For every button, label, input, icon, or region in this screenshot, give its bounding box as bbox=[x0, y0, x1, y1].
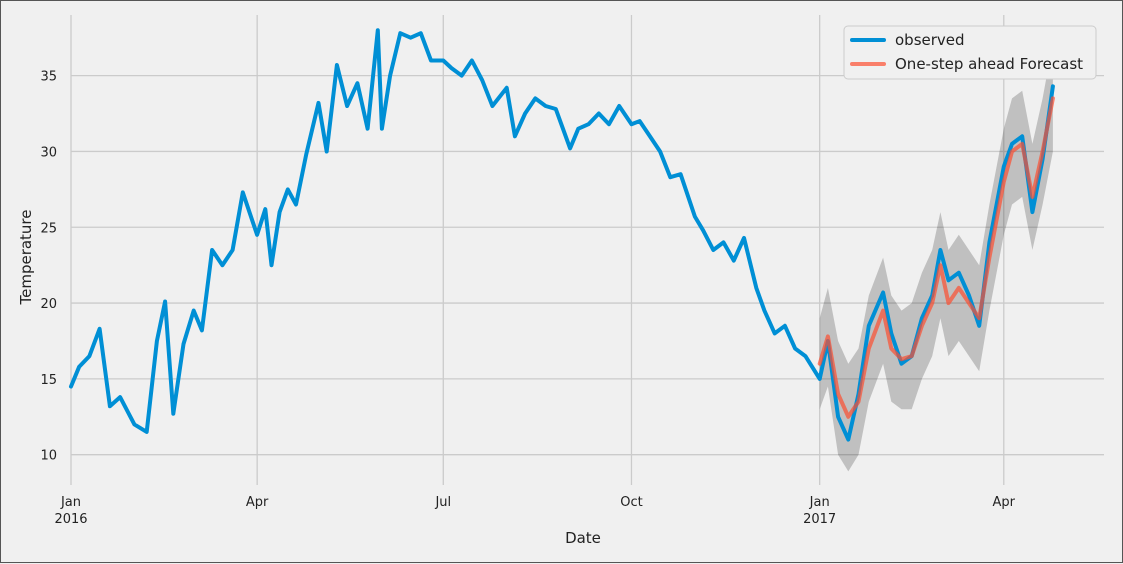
y-axis-label: Temperature bbox=[17, 209, 35, 305]
x-tick-year-label: 2017 bbox=[803, 512, 836, 527]
x-tick-label: Oct bbox=[620, 495, 642, 510]
legend-label-forecast: One-step ahead Forecast bbox=[895, 55, 1083, 73]
x-axis-ticks: Jan 2016 Apr Jul Oct Jan 2017 Apr bbox=[54, 495, 1015, 527]
y-tick-label: 15 bbox=[40, 373, 57, 388]
y-tick-label: 35 bbox=[40, 70, 57, 85]
legend: observed One-step ahead Forecast bbox=[843, 25, 1097, 80]
series-lines bbox=[69, 28, 1055, 442]
legend-label-observed: observed bbox=[895, 31, 965, 49]
legend-box bbox=[843, 25, 1097, 80]
x-tick-label: Jan bbox=[60, 495, 81, 510]
observed-series-line bbox=[69, 28, 1055, 442]
grid-lines bbox=[70, 15, 1104, 485]
x-tick-year-label: 2016 bbox=[54, 512, 87, 527]
x-tick-label: Jul bbox=[434, 495, 451, 510]
forecast-confidence-band bbox=[819, 42, 1053, 472]
y-tick-label: 30 bbox=[40, 145, 57, 160]
y-tick-label: 10 bbox=[40, 449, 57, 464]
x-tick-label: Apr bbox=[993, 495, 1016, 510]
x-tick-label: Apr bbox=[246, 495, 269, 510]
x-axis-label: Date bbox=[565, 529, 601, 547]
y-axis-ticks: 10 15 20 25 30 35 bbox=[40, 70, 57, 464]
y-tick-label: 20 bbox=[40, 297, 57, 312]
confidence-interval-band bbox=[819, 42, 1053, 472]
x-tick-label: Jan bbox=[809, 495, 830, 510]
y-tick-label: 25 bbox=[40, 221, 57, 236]
forecast-series-line bbox=[817, 96, 1055, 419]
